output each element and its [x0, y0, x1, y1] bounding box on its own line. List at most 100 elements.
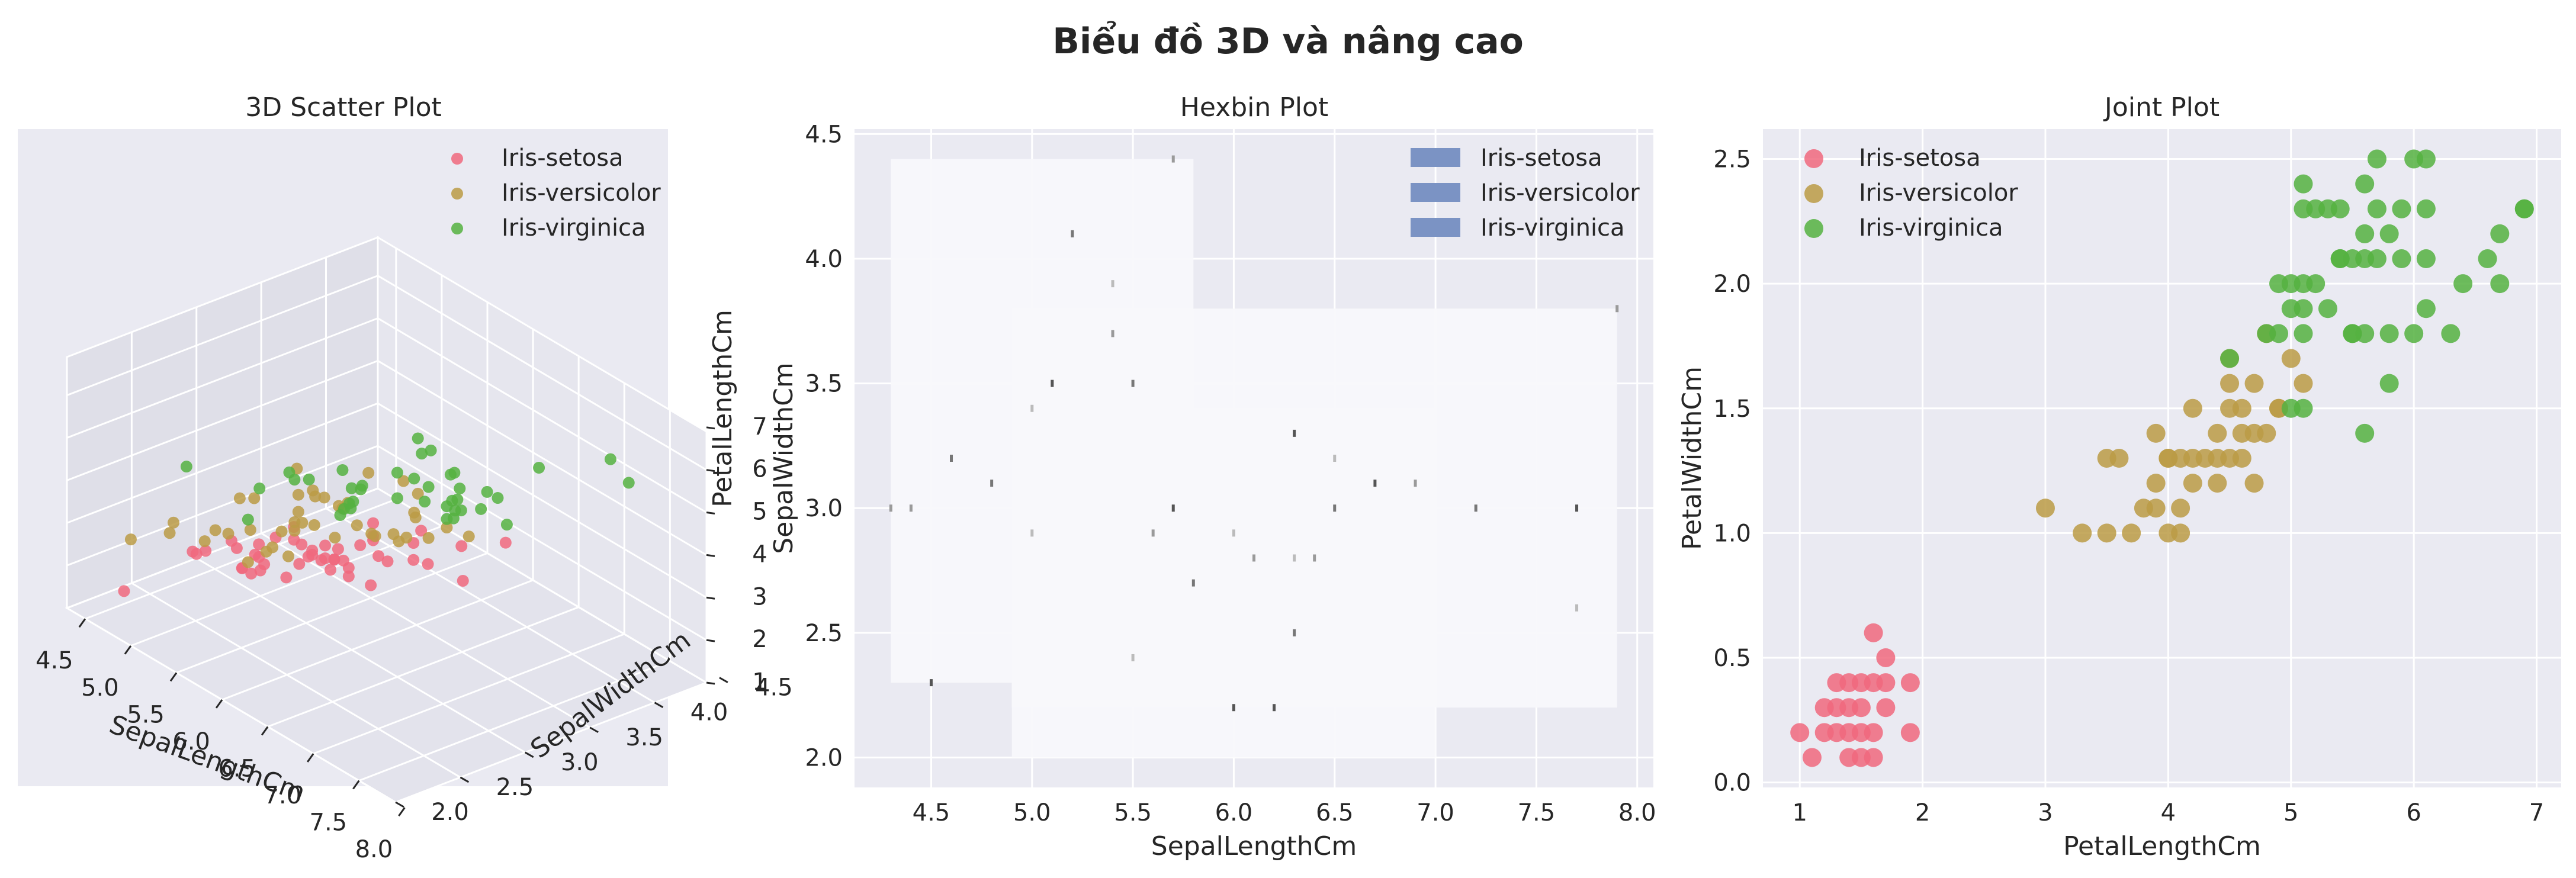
- grid-line: [377, 275, 707, 471]
- x-axis-label: PetalLengthCm: [2063, 831, 2261, 861]
- x-tick: [307, 753, 314, 763]
- grid-line: [66, 275, 378, 397]
- data-point: [2379, 324, 2399, 343]
- data-point: [367, 517, 380, 529]
- hexbin-cell: [1131, 379, 1135, 387]
- data-point: [2171, 523, 2190, 543]
- data-point: [187, 545, 199, 558]
- legend-marker: [1804, 184, 1823, 203]
- data-point: [332, 543, 344, 555]
- data-point: [2392, 249, 2411, 269]
- legend-label: Iris-virginica: [1859, 214, 2003, 242]
- data-point: [416, 448, 428, 460]
- x-tick-label: 7.5: [310, 809, 348, 837]
- data-point: [2453, 274, 2473, 294]
- data-point: [1900, 673, 1920, 693]
- z-tick-label: 4: [752, 541, 767, 568]
- hexbin-cell: [950, 455, 953, 462]
- y-tick: [589, 726, 599, 734]
- data-point: [180, 461, 192, 473]
- data-point: [2183, 449, 2202, 468]
- data-point: [2392, 199, 2411, 218]
- legend-marker: [1804, 149, 1823, 168]
- y-tick: [460, 776, 470, 783]
- data-point: [362, 467, 375, 479]
- data-point: [449, 504, 461, 517]
- y-tick-label: 1.0: [1713, 520, 1751, 547]
- y-tick-label: 4.0: [805, 246, 843, 273]
- hexbin-cell: [1232, 529, 1235, 537]
- z-tick-label: 7: [752, 413, 767, 440]
- data-point: [444, 468, 457, 481]
- data-point: [2244, 374, 2264, 393]
- x-tick-label: 5.0: [1013, 799, 1051, 826]
- y-tick-label: 3.0: [561, 749, 599, 776]
- data-point: [2355, 224, 2375, 243]
- data-point: [1864, 623, 1883, 642]
- x-tick-label: 5.0: [81, 674, 119, 702]
- data-point: [2490, 274, 2510, 294]
- data-point: [409, 512, 422, 524]
- y-tick-label: 3.5: [805, 371, 843, 398]
- data-point: [2330, 249, 2350, 269]
- data-point: [260, 545, 272, 558]
- data-point: [1864, 723, 1883, 742]
- data-point: [2355, 174, 2375, 194]
- data-point: [408, 472, 420, 485]
- data-point: [2367, 149, 2387, 169]
- grid-line: [66, 317, 378, 439]
- data-point: [2183, 474, 2202, 493]
- data-point: [351, 519, 363, 532]
- data-point: [391, 467, 403, 479]
- data-point: [342, 562, 355, 574]
- grid-line: [131, 582, 461, 779]
- hexbin-cell: [1615, 305, 1619, 313]
- data-point: [124, 533, 137, 546]
- data-point: [280, 571, 293, 584]
- data-point: [381, 555, 394, 568]
- data-point: [293, 558, 306, 570]
- data-point: [412, 487, 424, 500]
- data-point: [2379, 224, 2399, 243]
- x-tick-label: 4.5: [36, 647, 73, 674]
- data-point: [2146, 474, 2166, 493]
- x-tick-label: 8.0: [1618, 799, 1656, 826]
- hexbin-cell: [1373, 480, 1377, 487]
- data-point: [455, 540, 468, 552]
- figure-title: Biểu đồ 3D và nâng cao: [1052, 20, 1524, 62]
- y-tick: [719, 677, 728, 683]
- x-tick-label: 7.0: [1417, 799, 1454, 826]
- hexbin-cell: [1293, 554, 1296, 562]
- grid-line: [66, 402, 378, 524]
- hexbin-cell: [1071, 230, 1074, 237]
- hexbin-cell: [1313, 554, 1316, 562]
- data-point: [288, 525, 301, 537]
- y-tick-label: 0.5: [1713, 645, 1751, 672]
- data-point: [457, 574, 469, 587]
- data-point: [282, 550, 294, 562]
- hexbin-cell: [1333, 504, 1337, 512]
- hexbin-cell: [1151, 529, 1155, 537]
- legend-label: Iris-virginica: [1480, 214, 1625, 242]
- data-point: [462, 530, 475, 543]
- grid-line: [195, 557, 526, 754]
- z-tick-label: 3: [752, 583, 767, 610]
- hexbin-cell: [990, 480, 994, 487]
- x-tick: [78, 618, 86, 628]
- z-tick-label: 1: [752, 668, 767, 696]
- x-tick-label: 6.0: [1215, 799, 1253, 826]
- data-point: [533, 462, 545, 474]
- data-point: [2294, 374, 2313, 393]
- x-tick-label: 2: [1915, 799, 1930, 826]
- legend-label: Iris-setosa: [1480, 144, 1602, 172]
- hexbin-cell: [909, 504, 913, 512]
- data-point: [499, 536, 512, 549]
- data-point: [1864, 748, 1883, 767]
- x-tick: [261, 726, 269, 736]
- data-point: [2416, 249, 2436, 269]
- data-point: [475, 503, 487, 515]
- grid-line: [261, 532, 590, 729]
- hexbin-cell: [1575, 604, 1579, 612]
- data-point: [233, 492, 246, 504]
- data-point: [422, 558, 434, 570]
